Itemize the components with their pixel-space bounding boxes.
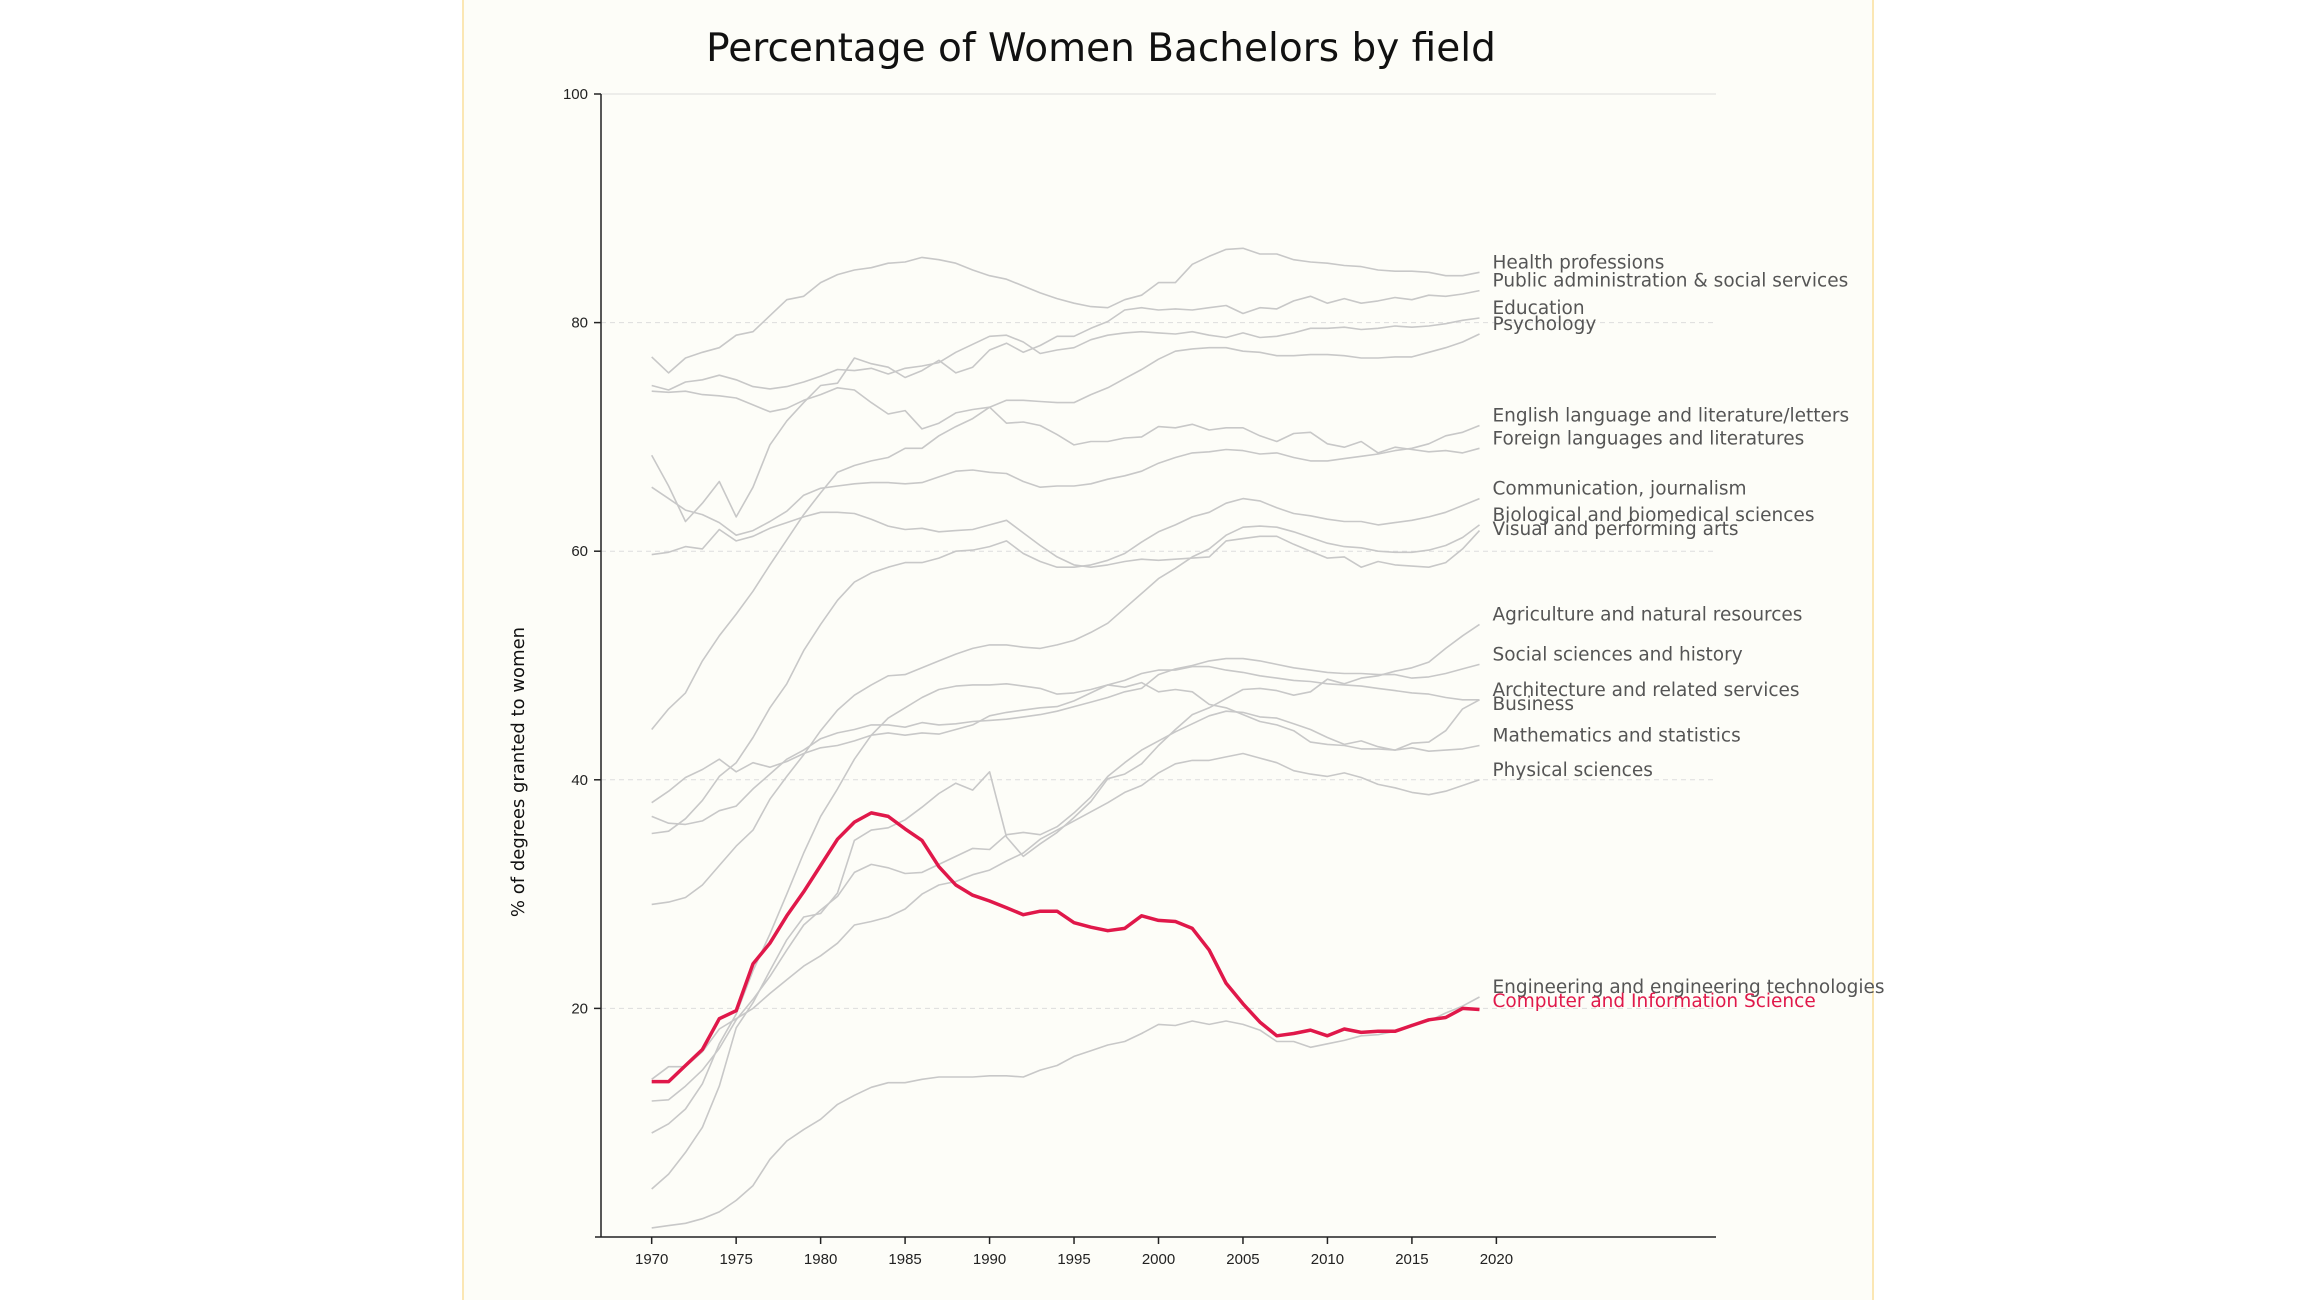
series-label: Communication, journalism bbox=[1492, 479, 1746, 500]
gridlines bbox=[601, 93, 1716, 1009]
series-line bbox=[651, 247, 1480, 374]
series-label: English language and literature/letters bbox=[1492, 405, 1849, 426]
series-line bbox=[650, 289, 1480, 523]
series-line bbox=[651, 752, 1480, 1080]
x-tick-label: 1975 bbox=[719, 1251, 752, 1268]
x-tick-label: 2000 bbox=[1142, 1251, 1175, 1268]
series-label: Visual and performing arts bbox=[1492, 519, 1738, 540]
series-label: Public administration & social services bbox=[1492, 271, 1848, 292]
y-tick-label: 20 bbox=[571, 1000, 588, 1017]
series-line bbox=[651, 524, 1480, 906]
series-label: Engineering and engineering technologies bbox=[1492, 977, 1884, 998]
x-tick-label: 1990 bbox=[973, 1251, 1006, 1268]
series-line bbox=[651, 497, 1480, 835]
series-label: Business bbox=[1492, 694, 1574, 715]
x-tick-label: 2005 bbox=[1226, 1251, 1259, 1268]
series-label: Computer and Information Science bbox=[1492, 991, 1815, 1012]
x-tick-label: 1980 bbox=[804, 1251, 837, 1268]
series-line bbox=[651, 665, 1480, 1134]
x-tick-label: 2020 bbox=[1480, 1251, 1513, 1268]
series-label: Foreign languages and literatures bbox=[1492, 428, 1804, 449]
series-label: Architecture and related services bbox=[1492, 680, 1799, 701]
y-tick-label: 80 bbox=[571, 315, 588, 332]
y-tick-label: 40 bbox=[571, 772, 588, 789]
y-tick-label: 100 bbox=[563, 86, 588, 103]
series-line bbox=[651, 511, 1481, 569]
series-label: Social sciences and history bbox=[1492, 644, 1742, 665]
y-axis-label: % of degrees granted to women bbox=[508, 627, 529, 917]
series-label: Education bbox=[1492, 298, 1584, 319]
series-label: Mathematics and statistics bbox=[1492, 726, 1740, 747]
series-line bbox=[651, 333, 1480, 731]
x-tick-label: 1985 bbox=[888, 1251, 921, 1268]
series-label: Agriculture and natural resources bbox=[1492, 604, 1802, 625]
x-tick-label: 1970 bbox=[635, 1251, 668, 1268]
series-label: Biological and biomedical sciences bbox=[1492, 505, 1814, 526]
series-line bbox=[651, 424, 1480, 537]
x-tick-label: 2010 bbox=[1311, 1251, 1344, 1268]
chart-panel bbox=[462, 0, 1874, 1300]
series-line-highlight bbox=[651, 811, 1480, 1084]
axes: 20 40 60 80 100 1970 1975 1980 1985 1990 1995 2000 2… bbox=[563, 86, 1716, 1268]
series-line bbox=[651, 386, 1480, 454]
series-label: Health professions bbox=[1492, 252, 1664, 273]
x-tick-label: 1995 bbox=[1057, 1251, 1090, 1268]
series-line bbox=[651, 657, 1480, 826]
series-line bbox=[651, 681, 1480, 804]
series-lines bbox=[650, 247, 1481, 1229]
series-line bbox=[651, 699, 1480, 1102]
y-tick-label: 60 bbox=[571, 543, 588, 560]
series-line bbox=[651, 996, 1480, 1229]
series-label: Psychology bbox=[1492, 314, 1596, 335]
series-label: Physical sciences bbox=[1492, 760, 1652, 781]
series-line bbox=[651, 317, 1480, 391]
chart-title: Percentage of Women Bachelors by field bbox=[706, 26, 1496, 71]
x-tick-label: 2015 bbox=[1395, 1251, 1428, 1268]
